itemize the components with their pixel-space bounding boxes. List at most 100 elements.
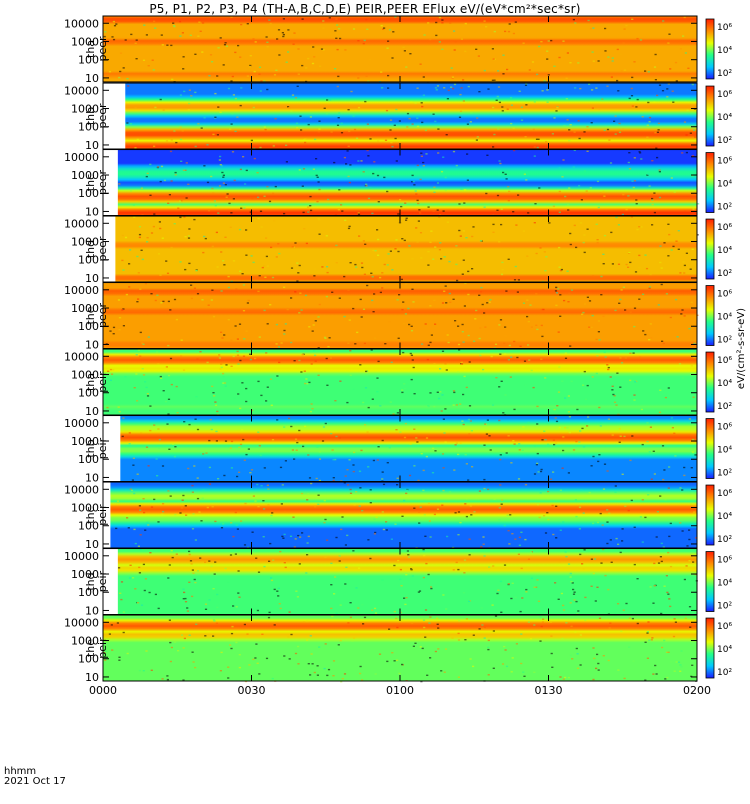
panel-thd-peir-texture	[118, 548, 698, 616]
panel-tha-peir-spectrogram	[103, 349, 697, 415]
panel-thc-peer-colorbar-tick-label: 10⁴	[717, 180, 732, 190]
panel-thb-peir-spectrogram	[120, 415, 697, 482]
panel-tha-peir-colorbar-tick-label: 10⁴	[717, 379, 732, 389]
panel-thb-peer-label-species: peer	[96, 103, 109, 129]
panel-thb-peer-colorbar	[705, 85, 715, 147]
panel-thd-peer-label-species: peer	[96, 236, 109, 262]
panel-thc-peir-colorbar-tick-label: 10²	[717, 535, 732, 545]
panel-tha-peer-ytick-label: 1000	[71, 35, 99, 48]
panel-the-peer-ytick-label: 10000	[64, 284, 99, 297]
panel-the-peer-colorbar-tick-label: 10⁴	[717, 313, 732, 323]
panel-thd-peer-colorbar-tick-label: 10⁴	[717, 246, 732, 256]
panel-thd-peir-colorbar-tick-label: 10⁶	[717, 556, 732, 566]
panel-thd-peer-ytick-label: 100	[78, 254, 99, 267]
panel-thb-peer-colorbar-tick-label: 10⁶	[717, 90, 732, 100]
panel-the-peer-ytick-label: 1000	[71, 302, 99, 315]
panel-thb-peer-ytick-label: 10	[85, 139, 99, 152]
panel-thd-peer-colorbar-tick-label: 10²	[717, 269, 732, 279]
panel-thc-peer-texture	[118, 149, 700, 217]
panel-thc-peer-ytick-label: 10000	[64, 151, 99, 164]
panel-thc-peir-ytick-label: 10000	[64, 483, 99, 496]
panel-thc-peir-label-species: peir	[96, 504, 109, 526]
panel-tha-peir-colorbar-tick-label: 10²	[717, 402, 732, 412]
panel-tha-peer-ytick-label: 10	[85, 72, 99, 85]
panel-the-peer-colorbar-tick-label: 10⁶	[717, 290, 732, 300]
panel-thc-peer-label-species: peer	[96, 170, 109, 196]
panel-the-peer-spectrogram	[103, 282, 697, 349]
panel-tha-peer-spectrogram	[103, 16, 697, 82]
panel-thb-peer-ytick-label: 10000	[64, 84, 99, 97]
panel-thd-peer-label-probe: thd	[84, 240, 97, 258]
panel-tha-peer-colorbar	[705, 18, 715, 80]
panel-thc-peer-colorbar	[705, 152, 715, 213]
panel-tha-peir-ytick-label: 1000	[71, 369, 99, 382]
x-tick-label: 0200	[683, 684, 711, 697]
panel-the-peer-colorbar	[705, 285, 715, 346]
panel-thc-peer-ytick-label: 100	[78, 187, 99, 200]
panel-tha-peir-ytick-label: 10	[85, 405, 99, 418]
panel-thb-peir-ytick-label: 100	[78, 453, 99, 466]
panel-tha-peir-label-species: peir	[96, 371, 109, 393]
panel-thd-peir-label-species: peir	[96, 570, 109, 592]
panel-thb-peir-colorbar-tick-label: 10²	[717, 469, 732, 479]
panel-tha-peir-ytick-label: 100	[78, 387, 99, 400]
panel-tha-peir-colorbar	[705, 351, 715, 413]
panel-the-peir-ytick-label: 10	[85, 671, 99, 684]
panel-thb-peer-ytick-label: 100	[78, 121, 99, 134]
panel-thd-peir-ytick-label: 10000	[64, 550, 99, 563]
panel-the-peir-colorbar-tick-label: 10²	[717, 668, 732, 678]
panel-thc-peer-spectrogram	[117, 149, 698, 216]
panel-thc-peir-colorbar	[705, 484, 715, 546]
panel-thb-peer-colorbar-tick-label: 10²	[717, 136, 732, 146]
panel-thb-peir-texture	[121, 416, 697, 483]
panel-the-peer-label-species: peer	[96, 303, 109, 329]
panel-thc-peer-ytick-label: 1000	[71, 169, 99, 182]
panel-thc-peir: 10 100 1000 10000 thc peir 10² 10⁴ 10⁶	[64, 481, 732, 551]
x-tick-label: 0000	[89, 684, 117, 697]
panel-thc-peir-ytick-label: 100	[78, 520, 99, 533]
panel-tha-peer-label-species: peer	[96, 36, 109, 62]
panel-thd-peir: 10 100 1000 10000 thd peir 10² 10⁴ 10⁶	[64, 548, 732, 617]
panel-the-peir-texture	[103, 615, 698, 683]
panel-tha-peir-texture	[104, 349, 696, 417]
panel-thd-peer-ytick-label: 1000	[71, 236, 99, 249]
panel-tha-peir-ytick-label: 10000	[64, 350, 99, 363]
panel-tha-peer-texture	[103, 16, 690, 84]
panel-thb-peer-colorbar-tick-label: 10⁴	[717, 113, 732, 123]
panel-thd-peer-ytick-label: 10000	[64, 217, 99, 230]
panel-thd-peir-label-probe: thd	[84, 572, 97, 590]
panel-the-peir-colorbar	[705, 617, 715, 679]
panel-thc-peir-ytick-label: 10	[85, 538, 99, 551]
panel-thc-peer-colorbar-tick-label: 10²	[717, 203, 732, 213]
panel-thd-peir-ytick-label: 1000	[71, 568, 99, 581]
panel-tha-peer-colorbar-tick-label: 10⁶	[717, 23, 732, 33]
panel-thb-peir: 10 100 1000 10000 thb peir 10² 10⁴ 10⁶	[64, 415, 732, 484]
panel-tha-peer: 10 100 1000 10000 tha peer 10² 10⁴ 10⁶	[64, 15, 732, 85]
panel-thc-peer: 10 100 1000 10000 thc peer 10² 10⁴ 10⁶	[64, 149, 732, 218]
panel-thb-peer-texture	[126, 83, 697, 151]
panel-the-peer-colorbar-tick-label: 10²	[717, 336, 732, 346]
x-tick-label: 0100	[386, 684, 414, 697]
panel-the-peer: 10 100 1000 10000 the peer 10² 10⁴ 10⁶	[64, 282, 732, 351]
panel-tha-peir-colorbar-tick-label: 10⁶	[717, 356, 732, 366]
panel-the-peir: 10 100 1000 10000 the peir 10² 10⁴ 10⁶	[64, 614, 732, 684]
panel-the-peir-label-probe: the	[84, 639, 97, 657]
panel-thd-peer-ytick-label: 10	[85, 272, 99, 285]
panel-thc-peer-label-probe: thc	[84, 174, 97, 191]
x-tick-label: 0130	[535, 684, 563, 697]
panel-tha-peer-colorbar-tick-label: 10²	[717, 69, 732, 79]
panel-thb-peir-colorbar-tick-label: 10⁶	[717, 423, 732, 433]
panel-thb-peer-ytick-label: 1000	[71, 103, 99, 116]
x-axis-unit-label: hhmm	[4, 766, 37, 777]
panel-thd-peer: 10 100 1000 10000 thd peer 10² 10⁴ 10⁶	[64, 215, 732, 285]
panel-thd-peir-colorbar	[705, 551, 715, 612]
x-tick-label: 0030	[238, 684, 266, 697]
panel-thb-peir-label-probe: thb	[84, 439, 97, 457]
panel-thd-peer-colorbar-tick-label: 10⁶	[717, 223, 732, 233]
panel-thb-peer-spectrogram	[125, 83, 697, 149]
panel-the-peir-ytick-label: 10000	[64, 616, 99, 629]
panel-tha-peer-ytick-label: 100	[78, 54, 99, 67]
panel-the-peir-colorbar-tick-label: 10⁶	[717, 622, 732, 632]
